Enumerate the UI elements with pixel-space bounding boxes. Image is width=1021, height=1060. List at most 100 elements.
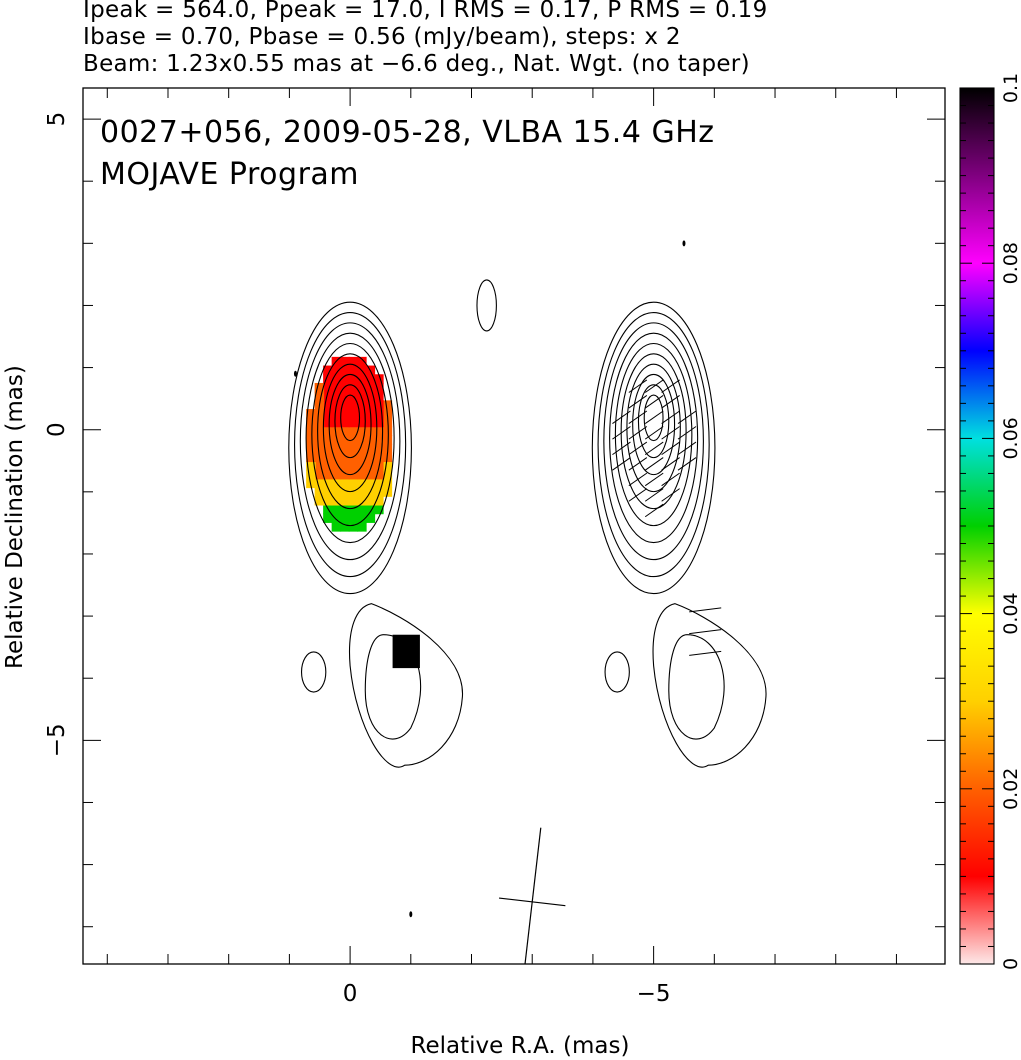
fracpol-pixel <box>374 504 384 515</box>
map-layer <box>288 240 767 964</box>
fracpol-pixel-block <box>392 634 420 669</box>
fracpol-pixel <box>374 382 384 393</box>
evpa-vector <box>689 650 722 656</box>
fracpol-pixel <box>382 417 393 428</box>
fracpol-pixel <box>331 487 342 497</box>
colorbar-tick-label: 0.04 <box>1000 592 1021 634</box>
fracpol-pixel <box>314 443 325 454</box>
fracpol-pixel <box>331 426 342 436</box>
core-contour <box>614 342 693 527</box>
fracpol-pixel <box>323 374 333 384</box>
colorbar-tick-label: 0.02 <box>1000 768 1021 810</box>
core-contour <box>643 394 664 442</box>
fracpol-pixel <box>323 461 333 471</box>
fracpol-pixel <box>323 426 333 436</box>
core-contour <box>299 322 401 561</box>
fracpol-pixel <box>374 487 384 497</box>
fracpol-pixel <box>331 469 342 480</box>
fracpol-pixel <box>348 374 359 384</box>
core-contour <box>597 311 710 578</box>
fracpol-pixel <box>314 435 325 445</box>
x-tick-labels: 0 −5 <box>343 981 671 1007</box>
fracpol-pixel <box>357 452 367 463</box>
fracpol-pixel <box>323 487 333 497</box>
fracpol-pixel <box>340 356 350 367</box>
fracpol-pixel <box>374 400 384 410</box>
fracpol-pixel <box>348 356 359 367</box>
fracpol-pixel <box>357 435 367 445</box>
map-panel <box>591 301 767 768</box>
fracpol-pixel <box>340 426 350 436</box>
fracpol-pixel <box>348 478 359 489</box>
fracpol-pixel <box>314 409 325 419</box>
fracpol-pixel <box>340 443 350 454</box>
core-contour <box>317 353 384 510</box>
fracpol-pixel <box>340 522 350 532</box>
x-tick-label: 0 <box>343 981 358 1007</box>
core-contour <box>632 373 676 476</box>
fracpol-pixel <box>357 374 367 384</box>
fracpol-pixel <box>365 452 376 463</box>
fracpol-pixel <box>323 469 333 480</box>
header-line-2: Ibase = 0.70, Pbase = 0.56 (mJy/beam), s… <box>83 24 681 50</box>
evpa-vector <box>628 472 648 487</box>
fracpol-pixel <box>374 452 384 463</box>
core-contour <box>603 322 704 561</box>
fracpol-pixel <box>314 469 325 480</box>
fracpol-pixel <box>348 400 359 410</box>
side-contour <box>604 651 630 693</box>
fracpol-pixel <box>374 409 384 419</box>
plot-frame <box>82 87 946 965</box>
fracpol-pixel <box>374 417 384 428</box>
beam-minor-axis <box>498 897 566 907</box>
fracpol-pixel <box>374 478 384 489</box>
fracpol-pixel <box>340 469 350 480</box>
fracpol-pixel <box>314 426 325 436</box>
fracpol-pixel <box>365 417 376 428</box>
fracpol-pixel <box>340 496 350 506</box>
evpa-vector <box>677 410 697 424</box>
fracpol-pixel <box>340 487 350 497</box>
fracpol-pixel <box>348 487 359 497</box>
y-tick-labels: 5 0 −5 <box>44 112 70 758</box>
fracpol-pixel <box>374 496 384 506</box>
evpa-vector <box>612 441 631 456</box>
fracpol-pixel <box>323 435 333 445</box>
evpa-vector <box>677 426 697 440</box>
evpa-vector <box>644 503 664 518</box>
colorbar-tick-label: 0.08 <box>1000 242 1021 284</box>
core-contour <box>334 384 366 459</box>
fracpol-pixel <box>365 400 376 410</box>
evpa-vector <box>612 410 631 424</box>
fracpol-pixel <box>374 426 384 436</box>
fracpol-pixel <box>331 435 342 445</box>
fracpol-pixel <box>306 417 316 428</box>
fracpol-pixel <box>314 417 325 428</box>
fracpol-pixel <box>306 469 316 480</box>
core-contour <box>637 384 670 459</box>
fracpol-pixel <box>323 452 333 463</box>
fracpol-pixel <box>357 469 367 480</box>
colorbar-tick-label: 0.1 <box>1000 73 1021 103</box>
fracpol-pixel <box>323 365 333 376</box>
fracpol-pixel <box>323 443 333 454</box>
fracpol-pixel <box>340 435 350 445</box>
evpa-vector <box>628 457 648 471</box>
side-contour <box>300 651 327 693</box>
fracpol-pixel <box>348 426 359 436</box>
fracpol-pixel <box>374 374 384 384</box>
y-axis-label: Relative Declination (mas) <box>2 365 28 669</box>
fracpol-pixel <box>323 400 333 410</box>
fracpol-pixel <box>323 382 333 393</box>
core-contour <box>311 342 389 527</box>
fracpol-pixel <box>306 443 316 454</box>
evpa-vector <box>661 395 680 409</box>
map-panel <box>288 279 497 768</box>
fracpol-pixel <box>340 461 350 471</box>
fracpol-pixel <box>314 391 325 402</box>
core-contour <box>340 394 361 442</box>
fracpol-pixel <box>348 365 359 376</box>
fracpol-pixel <box>348 443 359 454</box>
evpa-vector <box>661 379 680 393</box>
evpa-vector <box>661 441 680 456</box>
